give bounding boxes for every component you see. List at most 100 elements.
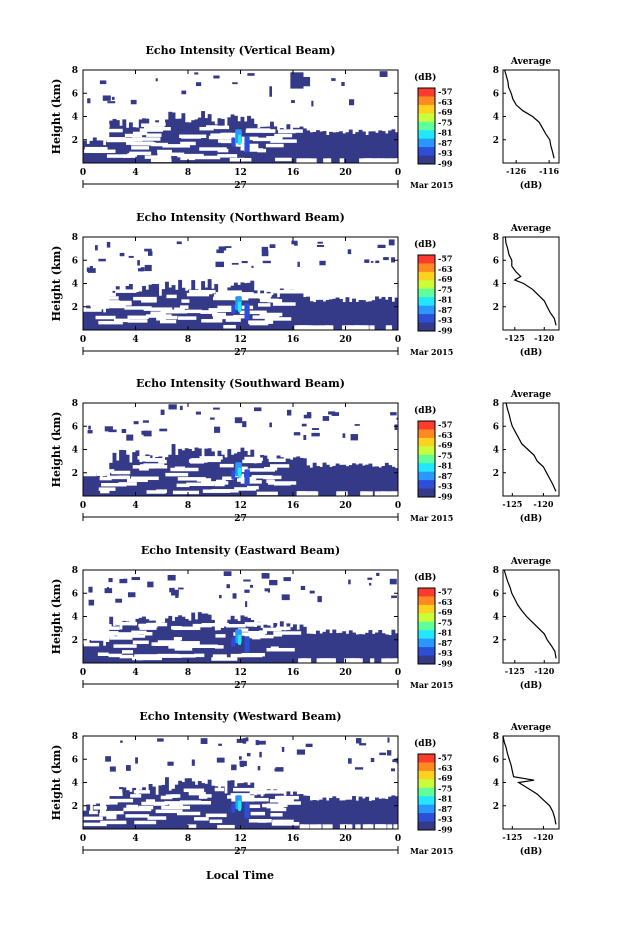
echo-gap <box>212 296 240 301</box>
echo-cell <box>315 630 320 663</box>
echo-gap <box>161 805 191 810</box>
echo-cell <box>214 124 219 163</box>
sparse-echo <box>317 241 323 244</box>
average-profile-line <box>503 569 557 659</box>
average-frame <box>502 236 560 331</box>
echo-cell <box>99 477 104 496</box>
colorbar-tick-label: -81 <box>438 628 452 638</box>
echo-cell <box>253 290 258 330</box>
echo-cell <box>378 798 383 829</box>
echo-cell <box>342 800 347 829</box>
sparse-echo <box>111 96 115 100</box>
average-x-label: (dB) <box>520 846 542 857</box>
sparse-echo <box>349 99 355 106</box>
colorbar-tick-label: -69 <box>438 107 453 117</box>
echo-gap <box>112 632 136 636</box>
echo-cell <box>178 279 183 330</box>
echo-cell <box>299 624 304 663</box>
echo-gap <box>88 810 98 815</box>
echo-cell <box>302 458 307 496</box>
echo-gap <box>238 466 248 471</box>
echo-cell <box>394 297 398 330</box>
echo-gap <box>242 459 262 464</box>
sparse-echo <box>140 267 145 272</box>
echo-gap <box>212 654 227 658</box>
echo-cell <box>378 629 383 663</box>
echo-gap <box>123 807 152 812</box>
echo-gap <box>215 634 226 638</box>
y-tick-label: 6 <box>72 755 78 765</box>
echo-cell <box>250 619 255 663</box>
echo-cell <box>338 464 343 496</box>
colorbar-swatch <box>418 588 435 597</box>
month-label: Mar 2015 <box>410 347 453 357</box>
echo-cell <box>112 290 117 330</box>
echo-cell <box>335 297 340 330</box>
echo-cell <box>358 634 363 663</box>
average-y-tick-label: 8 <box>493 233 499 243</box>
echo-cell <box>309 633 314 663</box>
echo-cell <box>302 128 307 163</box>
sparse-echo <box>147 251 153 256</box>
sparse-echo <box>369 582 372 586</box>
colorbar-swatch <box>418 454 435 464</box>
echo-gap <box>141 123 164 127</box>
echo-gap <box>132 640 149 645</box>
average-title: Average <box>510 57 551 67</box>
sparse-echo <box>102 95 111 101</box>
echo-cell <box>348 465 353 496</box>
average-y-tick-label: 4 <box>493 446 499 456</box>
echo-cell <box>325 629 330 663</box>
echo-gap <box>127 319 148 323</box>
average-y-tick-label: 6 <box>493 422 499 432</box>
echo-gap <box>234 487 257 491</box>
sparse-echo <box>126 765 131 771</box>
x-tick-label: 20 <box>339 668 352 678</box>
sparse-echo <box>123 578 128 583</box>
average-frame <box>502 735 560 830</box>
sparse-echo <box>387 737 390 743</box>
echo-gap <box>113 644 137 648</box>
echo-gap <box>145 458 165 462</box>
echo-gap <box>139 467 149 471</box>
echo-cell <box>256 790 261 829</box>
sparse-echo <box>264 588 270 592</box>
echo-cell <box>306 130 311 163</box>
echo-cell <box>358 796 363 829</box>
echo-gap <box>101 482 127 487</box>
sparse-echo <box>245 737 249 742</box>
echo-gap <box>131 476 159 481</box>
average-y-tick-label: 2 <box>493 636 499 646</box>
sparse-echo <box>367 577 373 580</box>
echo-cell <box>132 452 137 496</box>
colorbar-tick-label: -69 <box>438 607 453 617</box>
sparse-echo <box>300 585 306 591</box>
panel-title: Echo Intensity (Southward Beam) <box>136 377 345 390</box>
echo-gap <box>249 321 269 326</box>
echo-cell <box>89 640 94 663</box>
x-tick-label: 8 <box>185 834 191 844</box>
sparse-echo <box>257 766 261 771</box>
echo-gap <box>95 315 116 320</box>
average-y-tick-label: 4 <box>493 613 499 623</box>
echo-cell <box>171 112 176 163</box>
echo-cell <box>184 448 189 496</box>
echo-gap <box>178 654 196 658</box>
echo-gap <box>160 309 188 314</box>
echo-cell <box>381 465 386 496</box>
echo-cell <box>96 639 101 663</box>
echo-gap <box>390 158 398 163</box>
echo-cell <box>391 129 396 163</box>
y-tick-label: 2 <box>72 136 78 146</box>
echo-gap <box>276 821 300 826</box>
echo-cell <box>312 462 317 496</box>
x-tick-label: 4 <box>132 168 138 178</box>
colorbar-swatch <box>418 88 435 97</box>
average-y-tick-label: 2 <box>493 469 499 479</box>
average-x-tick-label: -125 <box>502 832 522 842</box>
average-y-tick-label: 4 <box>493 280 499 290</box>
echo-gap <box>266 136 283 140</box>
echo-gap <box>186 309 202 314</box>
sparse-echo <box>354 424 360 426</box>
y-tick-label: 8 <box>72 399 78 409</box>
